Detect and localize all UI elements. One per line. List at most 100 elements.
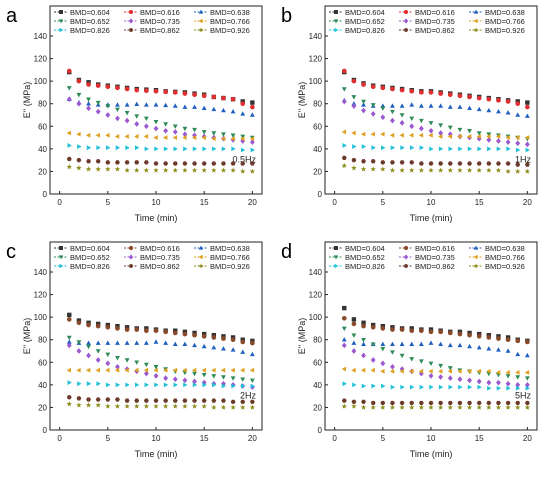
data-point: [399, 132, 404, 138]
data-point: [466, 404, 473, 410]
data-point: [201, 167, 207, 173]
data-point: [351, 158, 357, 163]
data-point: [390, 327, 395, 332]
data-point: [201, 372, 207, 378]
data-point: [249, 404, 256, 410]
data-point: [418, 125, 424, 132]
data-point: [341, 337, 347, 342]
legend-label: BMD=0.604: [345, 244, 385, 253]
data-point: [360, 166, 367, 172]
data-point: [201, 343, 207, 349]
data-point: [211, 106, 217, 112]
data-point: [467, 332, 472, 338]
data-point: [230, 376, 236, 381]
data-point: [505, 161, 511, 166]
data-point: [249, 161, 255, 166]
data-point: [105, 360, 111, 367]
data-point: [486, 346, 492, 351]
data-point: [428, 127, 434, 134]
data-point: [124, 110, 130, 116]
data-point: [361, 323, 366, 329]
data-point: [86, 145, 92, 151]
legend-label: BMD=0.862: [415, 26, 455, 35]
legend-label: BMD=0.826: [345, 26, 385, 35]
data-point: [486, 167, 492, 173]
data-point: [467, 343, 472, 349]
chart-panel-c: c 0 20 40 60 80 100 120 140 0 5 10 15 20 Time (min) E''…: [6, 241, 263, 459]
data-point: [76, 92, 82, 98]
y-tick-label: 140: [309, 32, 323, 41]
data-point: [341, 87, 347, 92]
data-point: [409, 384, 415, 390]
data-point: [183, 382, 188, 388]
data-point: [201, 130, 207, 135]
data-point: [390, 400, 395, 406]
legend-marker: [128, 18, 134, 24]
data-point: [153, 328, 159, 333]
legend-label: BMD=0.826: [345, 262, 385, 271]
data-point: [124, 167, 130, 173]
data-point: [495, 404, 502, 410]
y-axis-label: E'' (MPa): [22, 82, 32, 118]
data-point: [66, 335, 72, 341]
y-tick-label: 100: [309, 77, 323, 86]
data-point: [467, 105, 472, 110]
data-point: [182, 91, 188, 96]
data-point: [390, 350, 395, 355]
data-point: [399, 341, 405, 346]
legend-marker: [334, 263, 339, 269]
data-point: [134, 114, 140, 119]
data-point: [95, 397, 101, 402]
legend-marker: [473, 245, 479, 250]
data-point: [361, 341, 366, 346]
data-point: [341, 129, 347, 135]
y-tick-label: 80: [313, 100, 322, 109]
data-point: [390, 117, 395, 124]
data-point: [153, 167, 159, 173]
data-point: [390, 160, 395, 165]
data-point: [230, 108, 236, 114]
x-tick-label: 15: [475, 198, 484, 207]
data-point: [418, 167, 425, 173]
data-point: [76, 340, 82, 345]
data-point: [143, 134, 149, 139]
data-point: [438, 146, 444, 152]
data-point: [438, 400, 444, 406]
data-point: [428, 372, 434, 379]
panel-letter: b: [281, 5, 292, 27]
series-BMD=0.766: [66, 367, 255, 373]
data-point: [486, 379, 492, 386]
data-point: [249, 399, 255, 404]
data-point: [95, 159, 101, 164]
y-tick-label: 40: [313, 145, 322, 154]
data-point: [428, 400, 434, 406]
data-point: [221, 132, 226, 137]
data-point: [486, 107, 492, 113]
data-point: [76, 396, 82, 401]
data-point: [496, 385, 502, 391]
data-point: [221, 375, 226, 380]
data-point: [163, 398, 169, 403]
data-point: [505, 404, 511, 410]
series-BMD=0.652: [66, 335, 255, 383]
data-point: [515, 404, 521, 410]
data-point: [418, 359, 424, 364]
data-point: [144, 328, 149, 333]
data-point: [380, 360, 386, 367]
y-tick-label: 40: [313, 381, 322, 390]
y-tick-label: 0: [43, 426, 48, 435]
data-point: [341, 403, 347, 409]
legend-marker: [128, 264, 134, 268]
data-point: [240, 101, 246, 107]
data-point: [418, 132, 424, 138]
data-point: [496, 98, 501, 103]
frequency-annotation: 0.5Hz: [232, 154, 256, 164]
data-point: [400, 384, 405, 390]
data-point: [389, 404, 396, 410]
data-point: [428, 329, 434, 335]
data-point: [380, 404, 386, 410]
data-point: [143, 167, 150, 173]
y-tick-label: 80: [313, 336, 322, 345]
data-point: [524, 352, 530, 358]
